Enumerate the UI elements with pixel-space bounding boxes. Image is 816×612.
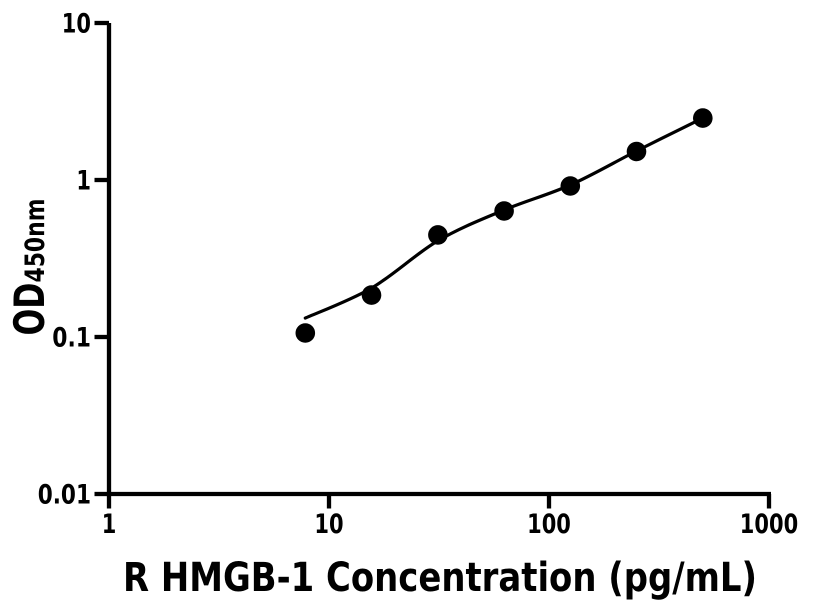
data-point (494, 201, 514, 221)
data-point (693, 108, 713, 128)
x-tick-label: 1000 (740, 509, 798, 540)
tick-labels: 0.01 0.1 1 10 1 10 100 1000 (38, 9, 799, 541)
axes (106, 23, 771, 497)
y-axis-title-main: OD (5, 283, 54, 336)
y-axis-title-sub: 450nm (20, 199, 51, 283)
x-tick-label: 10 (314, 509, 343, 540)
y-tick-label: 0.01 (38, 480, 91, 511)
axis-spines (106, 23, 771, 497)
data-point (295, 323, 316, 343)
data-point (560, 176, 581, 196)
x-tick-label: 100 (527, 509, 571, 540)
tick-marks (94, 20, 772, 509)
y-tick-label: 0.1 (52, 323, 91, 354)
data-point (361, 285, 382, 305)
data-point (428, 225, 448, 245)
y-axis-title: OD450nm (5, 199, 54, 336)
x-tick-label: 1 (102, 509, 117, 540)
data-points (295, 108, 713, 343)
y-tick-label: 10 (62, 9, 91, 40)
y-tick-label: 1 (76, 166, 91, 197)
data-point (626, 141, 647, 162)
x-axis-title: R HMGB-1 Concentration (pg/mL) (123, 555, 757, 601)
